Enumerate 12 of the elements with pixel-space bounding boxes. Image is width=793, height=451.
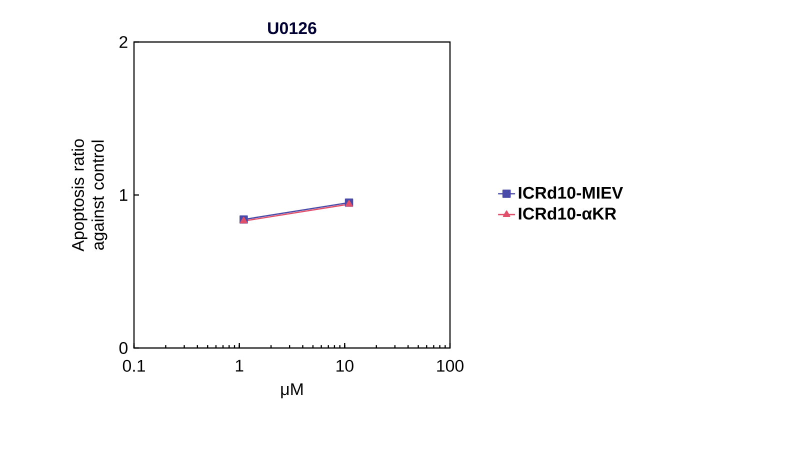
legend-label: ICRd10-αKR	[518, 207, 616, 220]
chart-title: U0126	[268, 22, 316, 34]
y-tick-label: 1	[120, 189, 128, 201]
y-tick-label: 0	[119, 342, 128, 354]
y-axis-title: Apoptosis ratio against control	[72, 139, 108, 252]
x-tick-label: 1	[236, 360, 244, 372]
x-tick-label: 100	[437, 360, 464, 372]
x-tick-label: 10	[336, 360, 354, 372]
x-axis-title: μM	[281, 383, 303, 398]
x-tick-label: 0.1	[122, 360, 145, 372]
y-tick-label: 2	[120, 36, 128, 48]
legend-label: ICRd10-MIEV	[518, 186, 624, 199]
